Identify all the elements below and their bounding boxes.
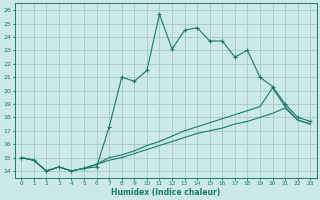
- X-axis label: Humidex (Indice chaleur): Humidex (Indice chaleur): [111, 188, 220, 197]
